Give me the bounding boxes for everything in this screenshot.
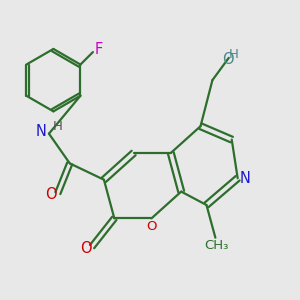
Text: N: N <box>36 124 46 139</box>
Text: CH₃: CH₃ <box>205 238 229 252</box>
Text: O: O <box>146 220 157 233</box>
Text: O: O <box>222 52 233 67</box>
Text: F: F <box>95 42 103 57</box>
Text: H: H <box>229 48 239 61</box>
Text: O: O <box>80 242 91 256</box>
Text: H: H <box>52 120 62 133</box>
Text: N: N <box>240 171 250 186</box>
Text: O: O <box>46 187 57 202</box>
